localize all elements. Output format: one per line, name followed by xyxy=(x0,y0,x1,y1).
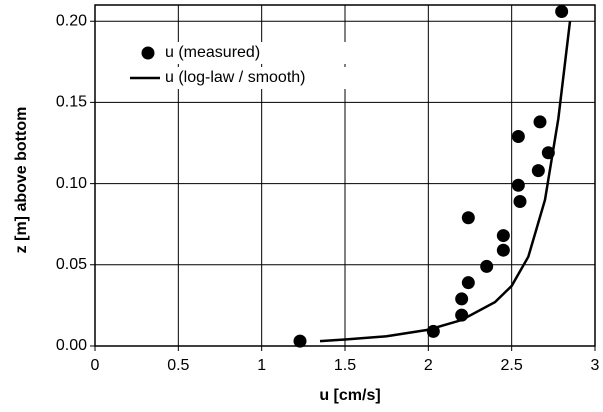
x-tick-label: 1 xyxy=(257,357,266,374)
x-tick-label: 0 xyxy=(91,357,100,374)
y-tick-label: 0.15 xyxy=(56,94,87,111)
x-tick-label: 0.5 xyxy=(167,357,189,374)
data-point xyxy=(461,211,475,225)
data-point xyxy=(531,164,545,178)
y-tick-label: 0.05 xyxy=(56,256,87,273)
data-point xyxy=(533,115,547,129)
data-point xyxy=(480,259,494,273)
data-point xyxy=(513,194,527,208)
data-point xyxy=(511,178,525,192)
data-point xyxy=(511,130,525,144)
data-point xyxy=(293,334,307,348)
data-point xyxy=(555,4,569,18)
legend-label: u (measured) xyxy=(165,44,260,61)
x-tick-label: 2.5 xyxy=(501,357,523,374)
legend-bg xyxy=(125,67,350,89)
legend-marker xyxy=(141,46,155,60)
x-tick-label: 3 xyxy=(591,357,600,374)
data-point xyxy=(461,276,475,290)
y-tick-label: 0.10 xyxy=(56,175,87,192)
y-tick-label: 0.00 xyxy=(56,337,87,354)
y-axis-label: z [m] above bottom xyxy=(13,107,30,254)
x-axis-label: u [cm/s] xyxy=(319,387,380,404)
legend-bg xyxy=(125,42,350,64)
x-tick-label: 2 xyxy=(424,357,433,374)
data-point xyxy=(496,243,510,257)
data-point xyxy=(496,229,510,243)
data-line xyxy=(319,21,572,343)
legend-label: u (log-law / smooth) xyxy=(165,69,306,86)
data-point xyxy=(455,292,469,306)
y-tick-label: 0.20 xyxy=(56,12,87,29)
x-tick-label: 1.5 xyxy=(334,357,356,374)
